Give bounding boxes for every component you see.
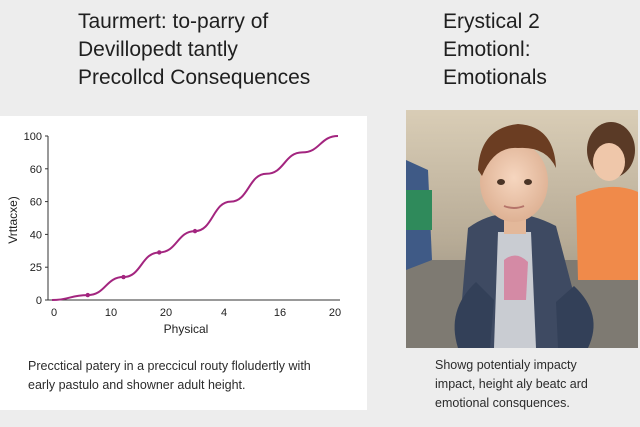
x-tick-label: 4 [221,307,227,319]
series-point [121,274,126,280]
left-caption: Precctical patery in a preccicul routy f… [28,357,348,395]
left-heading-line-3: Precollcd Consequences [78,66,311,89]
y-tick-label: 100 [24,131,42,143]
series-point [157,250,162,255]
left-caption-line-2: early pastulo and showner adult height. [28,378,246,392]
y-tick-label: 60 [30,197,42,209]
series-line [51,135,339,301]
x-tick-label: 0 [51,307,57,319]
left-heading-line-1: Taurmert: to-parry of [78,10,269,33]
right-caption-line-1: Showg potentialy impacty [435,358,577,372]
right-heading-line-1: Erystical 2 [443,10,540,33]
y-axis-label: Vrttacxe) [6,196,20,244]
left-heading-line-2: Devillopedt tantly [78,38,238,61]
right-heading: Erystical 2 Emotionl: Emotionals [443,8,547,92]
child-photo [406,110,638,348]
left-caption-line-1: Precctical patery in a preccicul routy f… [28,359,311,373]
x-tick-label: 16 [274,307,286,319]
right-heading-line-3: Emotionals [443,66,547,89]
x-tick-label: 10 [105,307,117,319]
right-heading-line-2: Emotionl: [443,38,531,61]
x-axis-label: Physical [164,322,209,336]
right-caption-line-3: emotional consquences. [435,396,570,410]
y-tick-label: 0 [36,295,42,307]
chart-card: 0 25 40 60 60 100 0 10 20 4 16 20 Physical Vrttacx… [0,116,367,410]
y-tick-label: 40 [30,229,42,241]
right-caption: Showg potentialy impacty impact, height … [435,356,635,413]
x-tick-label: 20 [329,307,341,319]
left-heading: Taurmert: to-parry of Devillopedt tantly… [78,8,310,92]
right-caption-line-2: impact, height aly beatc ard [435,377,588,391]
line-chart: 0 25 40 60 60 100 0 10 20 4 16 20 Physical Vrttacx… [6,131,341,336]
y-tick-label: 25 [30,262,42,274]
series-point [192,228,198,234]
y-tick-label: 60 [30,164,42,176]
x-tick-label: 20 [160,307,172,319]
series-point [85,292,90,298]
